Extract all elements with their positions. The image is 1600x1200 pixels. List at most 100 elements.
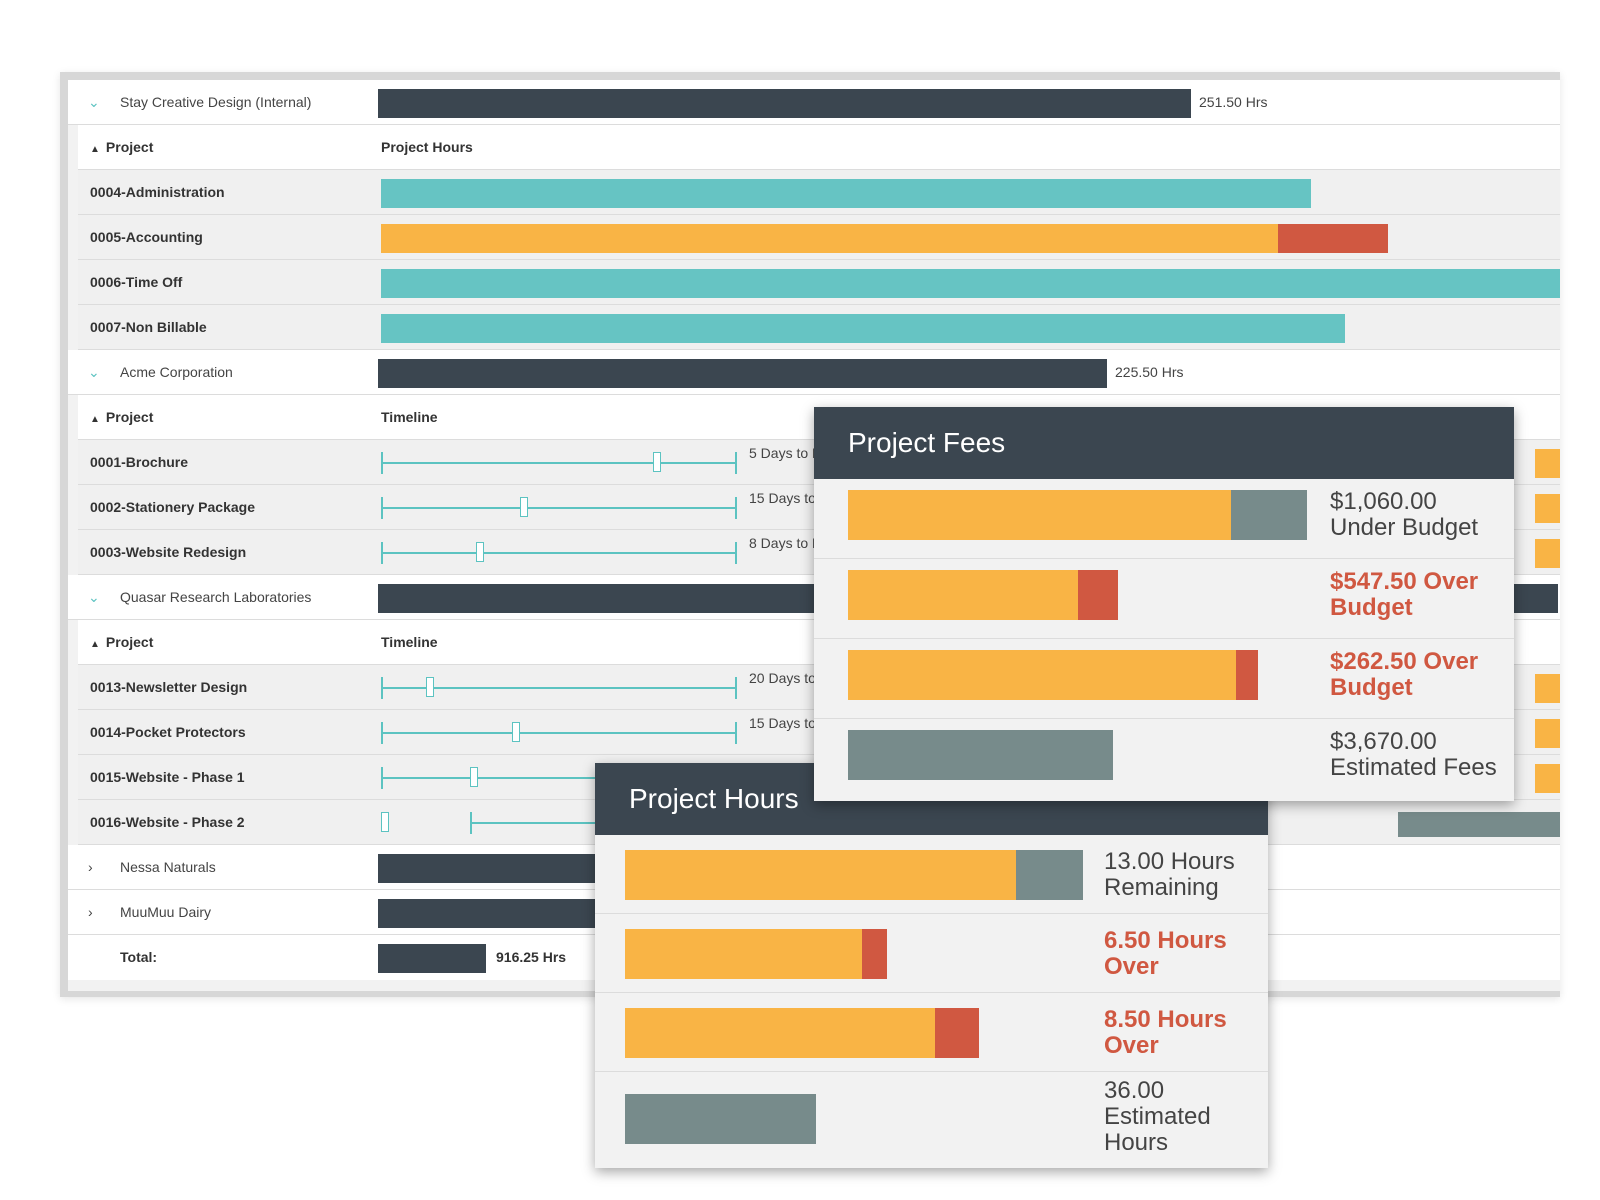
client-hours-bar xyxy=(378,359,1107,388)
timeline-track xyxy=(381,732,737,734)
client-hours-bar xyxy=(378,89,1191,118)
project-row[interactable]: 0006-Time Off xyxy=(78,260,1560,305)
chevron-down-icon[interactable]: ⌄ xyxy=(88,589,100,605)
timeline-progress-handle[interactable] xyxy=(653,452,661,472)
hours-bar-edge xyxy=(1535,539,1560,568)
project-name: 0005-Accounting xyxy=(90,229,203,245)
timeline-progress-handle[interactable] xyxy=(520,497,528,517)
timeline-progress-handle[interactable] xyxy=(512,722,520,742)
client-name: Nessa Naturals xyxy=(120,859,216,875)
project-name: 0006-Time Off xyxy=(90,274,183,290)
project-name: 0013-Newsletter Design xyxy=(90,679,248,695)
fees-summary-row: $547.50 Over Budget xyxy=(814,559,1514,639)
total-label: Total: xyxy=(120,949,158,965)
chevron-down-icon[interactable]: ⌄ xyxy=(88,94,100,110)
sort-up-icon: ▲ xyxy=(90,639,100,650)
hours-bar-budget xyxy=(381,224,1278,253)
fees-used-bar xyxy=(848,570,1078,620)
sort-up-icon: ▲ xyxy=(90,144,100,155)
hours-estimated-bar xyxy=(625,1094,816,1144)
fees-status: $1,060.00 Under Budget xyxy=(1330,488,1479,541)
timeline-end xyxy=(735,677,737,699)
hours-bar-edge xyxy=(1535,674,1560,703)
project-name: 0003-Website Redesign xyxy=(90,544,247,560)
project-hours-panel: Project Hours 13.00 Hours Remaining 6.50 … xyxy=(595,763,1268,1168)
hours-summary-row: 6.50 Hours Over xyxy=(595,914,1268,993)
client-name: MuuMuu Dairy xyxy=(120,904,212,920)
hours-summary-row: 8.50 Hours Over xyxy=(595,993,1268,1072)
timeline-column-header: Timeline xyxy=(381,409,438,425)
hours-status: 6.50 Hours Over xyxy=(1104,927,1227,980)
hours-remaining-bar xyxy=(1016,850,1083,900)
client-hours: 251.50 Hrs xyxy=(1199,94,1268,110)
project-column-header[interactable]: ▲ Project xyxy=(90,409,154,425)
fees-summary-row: $3,670.00 Estimated Fees xyxy=(814,719,1514,801)
fees-summary-row: $262.50 Over Budget xyxy=(814,639,1514,719)
timeline-progress-handle[interactable] xyxy=(381,812,389,832)
project-name: 0001-Brochure xyxy=(90,454,189,470)
timeline-column-header: Timeline xyxy=(381,634,438,650)
hours-bar-used xyxy=(381,314,1345,343)
hours-used-bar xyxy=(625,850,1016,900)
project-name: 0014-Pocket Protectors xyxy=(90,724,246,740)
timeline-track xyxy=(381,687,737,689)
hours-status: 36.00 Estimated Hours xyxy=(1104,1077,1211,1156)
hours-bar-used xyxy=(381,179,1311,208)
hours-over-bar xyxy=(862,929,887,979)
hours-over-bar xyxy=(935,1008,979,1058)
table-header: ▲ Project Project Hours xyxy=(78,125,1560,170)
project-name: 0007-Non Billable xyxy=(90,319,207,335)
total-hours-bar xyxy=(378,944,486,973)
hours-status: 8.50 Hours Over xyxy=(1104,1006,1227,1059)
project-name: 0002-Stationery Package xyxy=(90,499,255,515)
client-hours-bar xyxy=(378,854,618,883)
project-row[interactable]: 0004-Administration xyxy=(78,170,1560,215)
hours-status: 13.00 Hours Remaining xyxy=(1104,848,1235,901)
fees-status: $262.50 Over Budget xyxy=(1330,648,1479,701)
hours-bar-edge xyxy=(1398,812,1560,837)
client-name: Stay Creative Design (Internal) xyxy=(120,94,312,110)
fees-used-bar xyxy=(848,650,1236,700)
hours-bar-edge xyxy=(1535,719,1560,748)
panel-title: Project Fees xyxy=(814,407,1514,479)
chevron-right-icon[interactable]: › xyxy=(88,904,93,920)
timeline-end xyxy=(735,542,737,564)
timeline-deadline: 8 Days to Deadline xyxy=(749,536,815,551)
project-name: 0015-Website - Phase 1 xyxy=(90,769,245,785)
client-name: Quasar Research Laboratories xyxy=(120,589,312,605)
chevron-down-icon[interactable]: ⌄ xyxy=(88,364,100,380)
timeline-progress-handle[interactable] xyxy=(426,677,434,697)
project-row[interactable]: 0007-Non Billable xyxy=(78,305,1560,350)
sort-up-icon: ▲ xyxy=(90,414,100,425)
project-name: 0004-Administration xyxy=(90,184,225,200)
timeline-progress-handle[interactable] xyxy=(476,542,484,562)
timeline-track xyxy=(381,777,737,779)
timeline-end xyxy=(735,497,737,519)
timeline-progress-handle[interactable] xyxy=(470,767,478,787)
fees-used-bar xyxy=(848,490,1231,540)
project-column-header[interactable]: ▲ Project xyxy=(90,139,154,155)
hours-bar-used xyxy=(381,269,1560,298)
timeline-track xyxy=(381,552,737,554)
client-row[interactable]: ⌄ Stay Creative Design (Internal) 251.50… xyxy=(68,80,1560,125)
timeline-end xyxy=(735,452,737,474)
fees-status: $3,670.00 Estimated Fees xyxy=(1330,728,1497,781)
fees-summary-row: $1,060.00 Under Budget xyxy=(814,479,1514,559)
project-row[interactable]: 0005-Accounting xyxy=(78,215,1560,260)
client-row[interactable]: ⌄ Acme Corporation 225.50 Hrs xyxy=(68,350,1560,395)
hours-bar-over xyxy=(1278,224,1388,253)
client-name: Acme Corporation xyxy=(120,364,233,380)
timeline-track xyxy=(381,462,737,464)
project-name: 0016-Website - Phase 2 xyxy=(90,814,245,830)
hours-summary-row: 13.00 Hours Remaining xyxy=(595,835,1268,914)
timeline-track xyxy=(381,507,737,509)
hours-bar-edge xyxy=(1535,764,1560,793)
total-hours: 916.25 Hrs xyxy=(496,949,567,965)
chevron-right-icon[interactable]: › xyxy=(88,859,93,875)
hours-summary-row: 36.00 Estimated Hours xyxy=(595,1072,1268,1168)
hours-column-header: Project Hours xyxy=(381,139,473,155)
hours-used-bar xyxy=(625,1008,935,1058)
project-column-header[interactable]: ▲ Project xyxy=(90,634,154,650)
fees-remaining-bar xyxy=(1231,490,1307,540)
hours-bar-edge xyxy=(1535,449,1560,478)
